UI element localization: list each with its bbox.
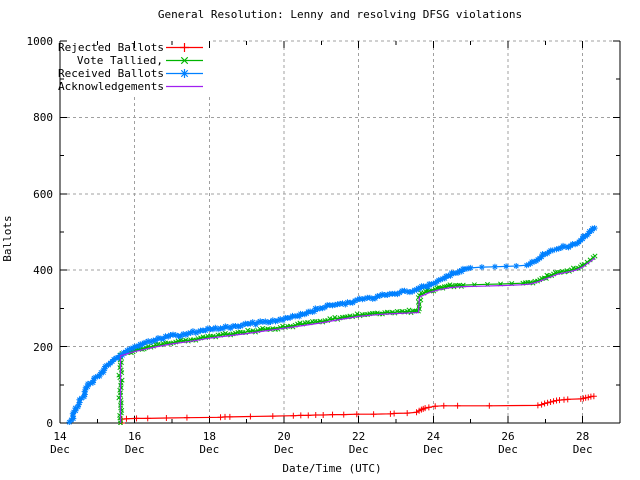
x-tick-label-18-dec: 18 Dec xyxy=(199,430,220,456)
axis-ticks xyxy=(59,40,620,424)
legend-samples xyxy=(166,43,203,88)
y-tick-label-400: 400 xyxy=(33,264,53,278)
series-received-ballots-markers xyxy=(66,225,598,425)
y-tick-label-0: 0 xyxy=(46,417,53,430)
data-series xyxy=(66,225,598,425)
legend-label-rejected-ballots: Rejected Ballots xyxy=(58,41,164,54)
legend-label-vote-tallied: Vote Tallied, xyxy=(76,54,163,67)
legend-sample-marker-vote-tallied xyxy=(180,56,189,65)
chart-title: General Resolution: Lenny and resolving … xyxy=(157,8,523,21)
legend-sample-marker-received-ballots xyxy=(180,69,189,78)
series-acknowledgements xyxy=(119,257,596,423)
series-acknowledgements-line xyxy=(119,257,596,423)
x-tick-label-14-dec: 14 Dec xyxy=(50,430,70,456)
legend-label-acknowledgements: Acknowledgements xyxy=(58,80,164,93)
series-rejected-ballots-line xyxy=(121,395,594,423)
x-tick-label-22-dec: 22 Dec xyxy=(348,430,369,456)
x-tick-label-28-dec: 28 Dec xyxy=(572,430,593,456)
series-vote-tallied xyxy=(116,253,598,425)
legend-sample-marker-rejected-ballots xyxy=(180,43,189,52)
x-axis-label: Date/Time (UTC) xyxy=(282,462,382,475)
y-tick-label-200: 200 xyxy=(33,340,53,354)
series-received-ballots xyxy=(66,225,598,425)
y-axis-label: Ballots xyxy=(1,215,14,262)
grid-lines xyxy=(61,40,620,422)
x-tick-label-26-dec: 26 Dec xyxy=(498,430,518,456)
x-tick-label-24-dec: 24 Dec xyxy=(423,430,444,456)
y-tick-label-800: 800 xyxy=(33,111,53,125)
series-received-ballots-line xyxy=(68,227,596,423)
y-tick-label-600: 600 xyxy=(33,187,53,201)
y-tick-label-1000: 1000 xyxy=(26,35,54,48)
series-rejected-ballots xyxy=(118,393,597,425)
x-tick-label-20-dec: 20 Dec xyxy=(274,430,294,456)
x-tick-label-16-dec: 16 Dec xyxy=(124,430,145,456)
plot-frame xyxy=(59,40,621,424)
legend: Rejected Ballots Vote Tallied, Received … xyxy=(58,41,164,93)
legend-label-received-ballots: Received Ballots xyxy=(58,67,164,80)
series-rejected-ballots-markers xyxy=(118,393,597,425)
